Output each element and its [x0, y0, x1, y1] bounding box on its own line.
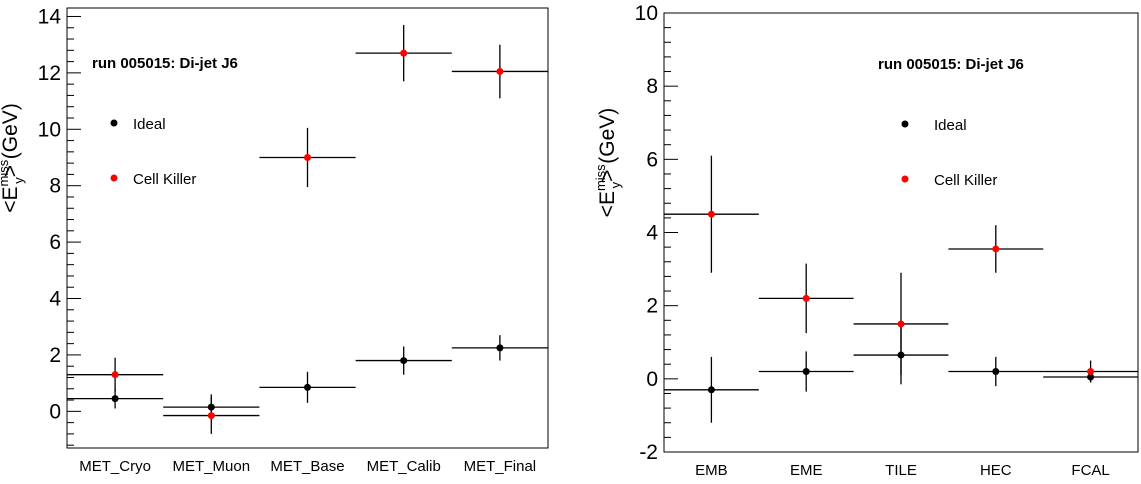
data-point	[707, 210, 715, 218]
legend-label: Ideal	[934, 117, 967, 134]
chart-panel-left: 0 2 4 6 8 10 12 14 MET_Cryo MET_Muon MET_Base MET_C…	[0, 5, 549, 475]
y-tick-label: 8	[49, 175, 61, 198]
legend-marker	[901, 120, 909, 128]
legend-label: Cell Killer	[934, 172, 997, 189]
data-point	[207, 412, 215, 420]
y-tick-label: 4	[646, 222, 658, 245]
y-tick-label: 12	[38, 62, 61, 85]
y-tick-label: 4	[49, 288, 61, 311]
legend-label: Cell Killer	[133, 171, 196, 188]
data-point	[207, 403, 215, 411]
legend-marker	[901, 175, 909, 183]
data-point	[1087, 368, 1095, 376]
y-tick-label: 10	[38, 118, 61, 141]
chart-title: run 005015: Di-jet J6	[878, 56, 1024, 73]
x-tick-label: FCAL	[1071, 462, 1109, 479]
x-tick-label: EME	[790, 462, 823, 479]
data-point	[802, 368, 810, 376]
data-point	[496, 67, 504, 75]
legend-label: Ideal	[133, 116, 166, 133]
y-tick-label: 10	[635, 2, 658, 25]
y-tick-label: -2	[639, 441, 658, 464]
chart-title: run 005015: Di-jet J6	[92, 55, 238, 72]
plot-frame	[66, 7, 549, 449]
y-tick-label: 0	[646, 368, 658, 391]
x-tick-label: MET_Cryo	[79, 458, 151, 475]
data-point	[897, 320, 905, 328]
data-point	[992, 245, 1000, 253]
y-axis-label: <Emissy> (GeV)	[593, 108, 623, 218]
data-point	[304, 383, 311, 391]
data-point	[707, 386, 715, 394]
x-tick-label: MET_Muon	[173, 458, 251, 475]
data-point	[897, 351, 905, 359]
data-point	[1087, 373, 1095, 381]
x-tick-label: MET_Base	[270, 458, 344, 475]
plot-frame	[663, 12, 1139, 453]
y-tick-label: 2	[49, 344, 61, 367]
x-tick-label: MET_Calib	[367, 458, 441, 475]
data-point	[992, 368, 1000, 376]
data-point	[111, 395, 119, 403]
y-axis-label: <Emissy> (GeV)	[0, 103, 26, 213]
y-tick-label: 6	[49, 231, 61, 254]
y-tick-label: 8	[646, 75, 658, 98]
y-tick-label: 14	[38, 5, 62, 28]
data-point	[400, 357, 408, 365]
y-tick-label: 6	[646, 148, 658, 171]
legend-marker	[110, 174, 118, 182]
x-tick-label: MET_Final	[464, 458, 537, 475]
data-point	[111, 371, 119, 379]
data-point	[304, 153, 311, 161]
chart-panel-right: -2 0 2 4 6 8 10 EMB EME TILE HEC FCAL <Emissy> (GeV)…	[593, 2, 1139, 479]
x-tick-label: HEC	[980, 462, 1012, 479]
data-point	[802, 294, 810, 302]
data-point	[496, 344, 504, 352]
legend-marker	[110, 119, 118, 127]
y-tick-label: 2	[646, 295, 658, 318]
x-tick-label: TILE	[885, 462, 917, 479]
x-tick-label: EMB	[695, 462, 728, 479]
data-point	[400, 49, 408, 57]
y-tick-label: 0	[49, 400, 61, 423]
